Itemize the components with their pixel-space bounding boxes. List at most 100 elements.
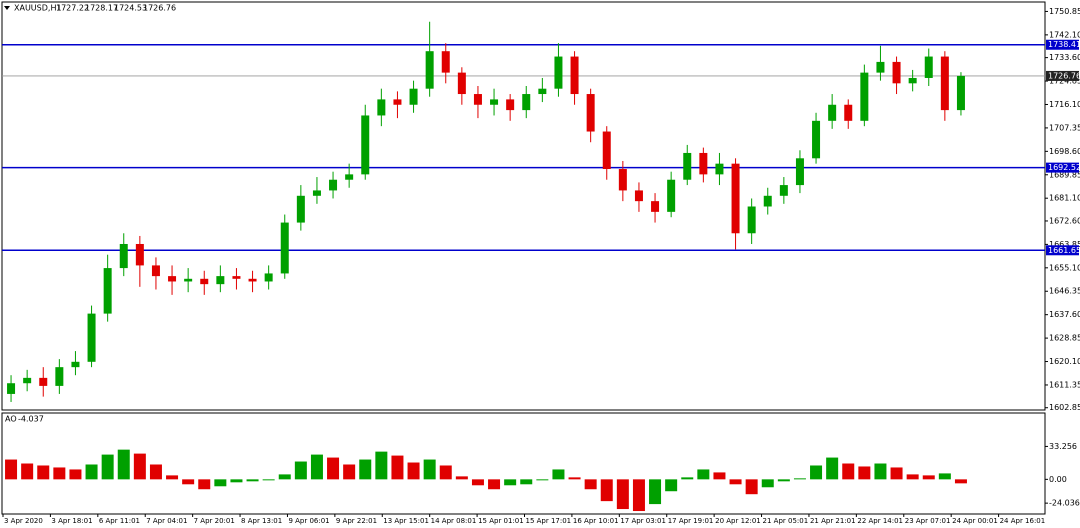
candle-body bbox=[860, 72, 869, 121]
menu-triangle[interactable] bbox=[4, 6, 10, 10]
candle-body bbox=[618, 169, 627, 191]
candle-body bbox=[361, 115, 370, 175]
ao-bar bbox=[375, 451, 388, 480]
x-tick-label: 24 Apr 00:01 bbox=[952, 517, 998, 525]
ao-bar bbox=[262, 479, 275, 481]
ao-title: AO bbox=[5, 415, 17, 424]
candle-body bbox=[667, 179, 676, 212]
candle-body bbox=[103, 268, 112, 314]
y-tick-label: 1637.60 bbox=[1049, 310, 1080, 319]
y-tick-label: 1672.60 bbox=[1049, 216, 1080, 225]
candle-body bbox=[651, 201, 660, 212]
ao-bar bbox=[246, 479, 259, 482]
ao-bar bbox=[166, 475, 179, 480]
candle-body bbox=[168, 276, 177, 282]
ao-bar bbox=[391, 455, 404, 480]
level-label-box bbox=[1046, 245, 1079, 256]
candle-body bbox=[522, 94, 531, 111]
ao-bar bbox=[616, 479, 629, 510]
ao-bar bbox=[327, 457, 340, 480]
ao-bar bbox=[278, 474, 291, 480]
x-tick-label: 3 Apr 18:01 bbox=[51, 517, 92, 525]
candle-body bbox=[828, 104, 837, 121]
ao-bar bbox=[858, 466, 871, 480]
x-tick-label: 6 Apr 11:01 bbox=[99, 517, 140, 525]
ao-bar bbox=[552, 469, 565, 480]
candle-body bbox=[812, 120, 821, 159]
ao-bar bbox=[455, 476, 468, 480]
x-tick-label: 15 Apr 01:01 bbox=[478, 517, 524, 525]
candle-body bbox=[634, 190, 643, 202]
y-tick-label: 1689.85 bbox=[1049, 170, 1080, 179]
candle-body bbox=[312, 190, 321, 196]
candle-body bbox=[570, 56, 579, 95]
level-label-box bbox=[1046, 39, 1079, 50]
ao-bar bbox=[874, 463, 887, 480]
ao-bar bbox=[922, 475, 935, 480]
candle-body bbox=[924, 56, 933, 78]
y-tick-label: 1698.60 bbox=[1049, 147, 1080, 156]
ao-bar bbox=[681, 477, 694, 480]
ao-bar bbox=[85, 464, 98, 480]
x-tick-label: 17 Apr 19:01 bbox=[668, 517, 714, 525]
x-tick-label: 15 Apr 17:01 bbox=[526, 517, 572, 525]
candle-body bbox=[87, 313, 96, 362]
ao-bar bbox=[954, 479, 967, 484]
ao-bar bbox=[5, 459, 18, 480]
ao-bar bbox=[504, 479, 517, 486]
ao-bar bbox=[69, 469, 82, 480]
candle-body bbox=[264, 273, 273, 282]
ao-bar bbox=[37, 465, 50, 480]
ao-bar bbox=[697, 469, 710, 480]
candle-body bbox=[795, 158, 804, 186]
candle-body bbox=[457, 72, 466, 95]
candle-body bbox=[119, 243, 128, 269]
candle-body bbox=[441, 51, 450, 73]
ao-bar bbox=[133, 453, 146, 480]
ao-bar bbox=[182, 479, 195, 485]
header-open: 1727.22 bbox=[56, 4, 89, 13]
candle-body bbox=[296, 195, 305, 223]
x-tick-label: 13 Apr 15:01 bbox=[383, 517, 429, 525]
candle-body bbox=[538, 88, 547, 95]
ao-bar bbox=[407, 462, 420, 480]
ao-bar bbox=[117, 449, 130, 480]
y-tick-label: 1724.85 bbox=[1049, 77, 1080, 86]
x-tick-label: 23 Apr 07:01 bbox=[905, 517, 951, 525]
x-tick-label: 21 Apr 21:01 bbox=[810, 517, 856, 525]
candle-body bbox=[908, 77, 917, 84]
x-tick-label: 7 Apr 20:01 bbox=[194, 517, 235, 525]
ao-bar bbox=[761, 479, 774, 488]
ao-bar bbox=[842, 463, 855, 480]
symbol: XAUUSD,H1 bbox=[14, 4, 62, 13]
candle-body bbox=[956, 75, 965, 111]
y-tick-label: 1707.35 bbox=[1049, 123, 1080, 132]
candle-body bbox=[151, 265, 160, 277]
ao-bar bbox=[230, 479, 243, 483]
ao-bar bbox=[729, 479, 742, 485]
x-tick-label: 20 Apr 12:01 bbox=[715, 517, 761, 525]
x-tick-label: 24 Apr 16:01 bbox=[1000, 517, 1046, 525]
candle-body bbox=[425, 51, 434, 89]
ao-bar bbox=[938, 473, 951, 480]
x-tick-label: 3 Apr 2020 bbox=[4, 517, 43, 525]
x-tick-label: 16 Apr 10:01 bbox=[573, 517, 619, 525]
candle-body bbox=[490, 99, 499, 105]
candle-body bbox=[7, 383, 16, 394]
candle-body bbox=[554, 56, 563, 89]
price-panel bbox=[1, 1, 1046, 411]
candle-body bbox=[876, 61, 885, 73]
candle-body bbox=[683, 152, 692, 180]
candle-body bbox=[409, 88, 418, 105]
candle-body bbox=[393, 99, 402, 105]
ao-bar bbox=[53, 467, 66, 480]
level-label: 1738.41 bbox=[1048, 40, 1080, 49]
ao-bar bbox=[568, 477, 581, 480]
ao-bar bbox=[649, 479, 662, 505]
candle-body bbox=[248, 278, 257, 282]
candle-body bbox=[200, 278, 209, 285]
level-label: 1692.52 bbox=[1048, 163, 1080, 172]
x-tick-label: 9 Apr 06:01 bbox=[288, 517, 329, 525]
level-label: 1661.65 bbox=[1048, 246, 1080, 255]
